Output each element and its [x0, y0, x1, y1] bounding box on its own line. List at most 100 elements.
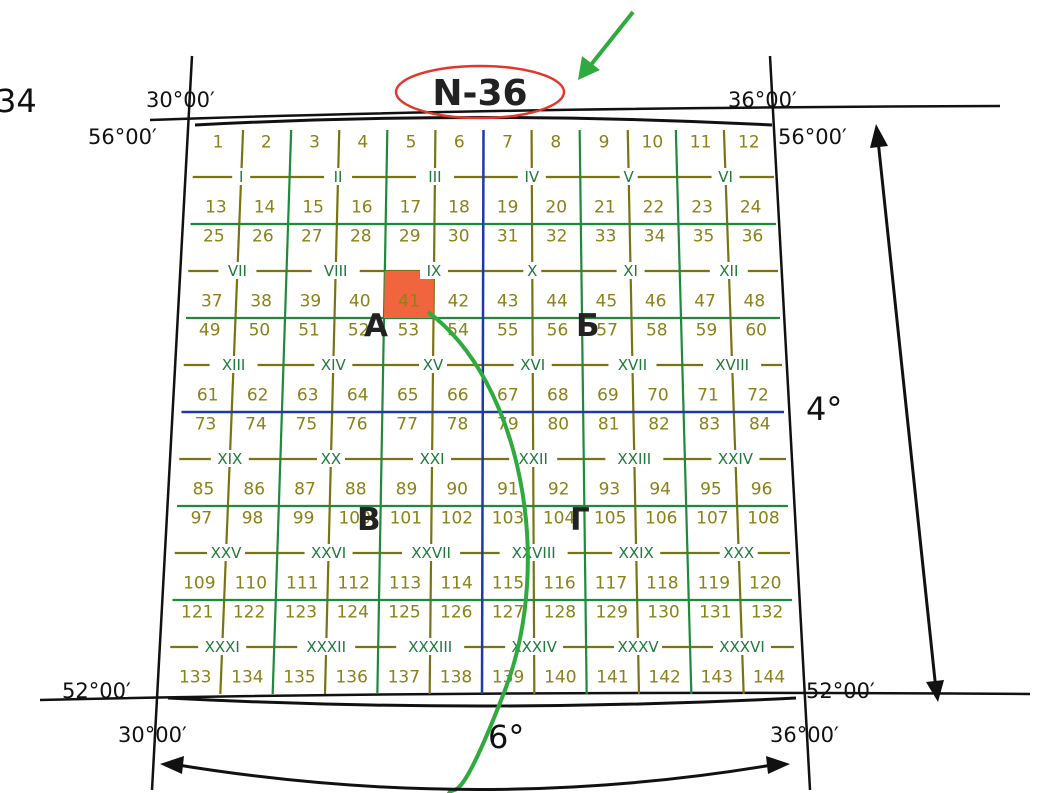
- roman-label-background: [209, 356, 258, 373]
- top-parallel-frame-line: [149, 104, 1001, 122]
- cell-number: 77: [396, 415, 418, 435]
- roman-numeral-label: XXI: [420, 450, 445, 468]
- left-meridian-frame-line: [150, 55, 194, 791]
- cell-number: 109: [183, 574, 215, 594]
- roman-label-background: [605, 450, 664, 467]
- cell-number: 83: [699, 415, 721, 435]
- cell-number: 65: [397, 386, 419, 406]
- roman-label-background: [324, 168, 353, 185]
- cell-number: 70: [647, 386, 669, 406]
- lon-top-left: 30°00′: [146, 88, 215, 112]
- cell-number: 123: [285, 603, 317, 623]
- roman-numeral-label: XXVI: [311, 544, 346, 562]
- cell-number: 117: [595, 574, 627, 594]
- roman-numeral-label: IV: [524, 168, 539, 186]
- sheet-label-oval: [394, 64, 566, 120]
- cell-number: 33: [595, 227, 617, 247]
- highlight-layer: [384, 271, 434, 318]
- roman-label-background: [218, 262, 257, 279]
- roman-label-background: [703, 356, 762, 373]
- roman-label-background: [413, 450, 452, 467]
- roman-label-background: [709, 262, 748, 279]
- cell-number: 85: [193, 480, 215, 500]
- cell-number: 46: [645, 292, 667, 312]
- roman-numeral-label: XXV: [211, 544, 243, 562]
- cell-number: 45: [596, 292, 618, 312]
- cell-number: 68: [547, 386, 569, 406]
- cell-number: 43: [497, 292, 519, 312]
- cell-number: 11: [690, 133, 712, 153]
- roman-numeral-label: XXX: [723, 544, 754, 562]
- cell-number: 40: [349, 292, 371, 312]
- roman-numeral-label: XXIV: [718, 450, 754, 468]
- roman-label-background: [419, 356, 448, 373]
- cell-number: 9: [599, 133, 610, 153]
- cell-number: 58: [646, 321, 668, 341]
- cell-number: 105: [594, 509, 626, 529]
- roman-label-background: [415, 168, 454, 185]
- cell-number: 104: [543, 509, 575, 529]
- cell-number: 24: [740, 198, 762, 218]
- roman-numeral-label: VII: [228, 262, 247, 280]
- roman-label-background: [513, 356, 552, 373]
- cell-number: 19: [497, 198, 519, 218]
- cell-number: 39: [300, 292, 322, 312]
- cell-number: 5: [406, 133, 417, 153]
- cell-number: 32: [546, 227, 568, 247]
- cell-number: 49: [199, 321, 221, 341]
- roman-label-background: [499, 544, 568, 561]
- roman-numeral-label: VI: [718, 168, 733, 186]
- cell-number: 125: [388, 603, 420, 623]
- cell-number: 31: [497, 227, 519, 247]
- quadrant-label-b: Б: [576, 308, 600, 344]
- cell-number: 80: [547, 415, 569, 435]
- cell-number: 93: [599, 480, 621, 500]
- roman-label-background: [297, 638, 356, 655]
- highlighted-cell: [384, 271, 434, 318]
- roman-numeral-label: XVI: [520, 356, 545, 374]
- latitude-span-label: 4°: [806, 390, 842, 428]
- cell-number: 143: [701, 668, 733, 688]
- cell-number: 111: [286, 574, 318, 594]
- roman-numeral-label: XXXV: [618, 638, 660, 656]
- cell-number: 63: [297, 386, 319, 406]
- cell-number: 42: [448, 292, 470, 312]
- roman-label-background: [619, 168, 638, 185]
- roman-numeral-label: XXII: [518, 450, 547, 468]
- roman-label-background: [614, 638, 663, 655]
- cell-number: 23: [691, 198, 713, 218]
- cell-number: 141: [596, 668, 628, 688]
- cell-number: 13: [205, 198, 227, 218]
- roman-numeral-label: X: [527, 262, 537, 280]
- roman-label-background: [719, 544, 758, 561]
- cell-number: 37: [201, 292, 223, 312]
- cell-number: 14: [254, 198, 276, 218]
- cell-number: 118: [646, 574, 678, 594]
- cell-number: 96: [751, 480, 773, 500]
- cell-number: 41: [398, 292, 420, 312]
- cell-number: 38: [250, 292, 272, 312]
- cell-number: 144: [753, 668, 785, 688]
- roman-label-background: [210, 450, 249, 467]
- cell-number: 35: [693, 227, 715, 247]
- cell-number: 134: [231, 668, 263, 688]
- cell-number: 69: [597, 386, 619, 406]
- roman-numeral-label: XXXVI: [719, 638, 765, 656]
- roman-label-background: [232, 168, 251, 185]
- cell-number: 25: [203, 227, 225, 247]
- cell-number: 53: [398, 321, 420, 341]
- roman-numeral-label: XIV: [321, 356, 347, 374]
- cell-number: 50: [249, 321, 271, 341]
- cell-number: 47: [694, 292, 716, 312]
- cell-number: 67: [497, 386, 519, 406]
- roman-numeral-label: XI: [623, 262, 638, 280]
- cell-number: 17: [400, 198, 422, 218]
- cell-number: 91: [497, 480, 519, 500]
- lon-bottom-right: 36°00′: [770, 723, 839, 747]
- sheet-label: N-36: [432, 73, 527, 114]
- cell-number: 116: [543, 574, 575, 594]
- roman-numeral-label: XXIX: [619, 544, 654, 562]
- cell-number: 8: [550, 133, 561, 153]
- cell-number: 110: [235, 574, 267, 594]
